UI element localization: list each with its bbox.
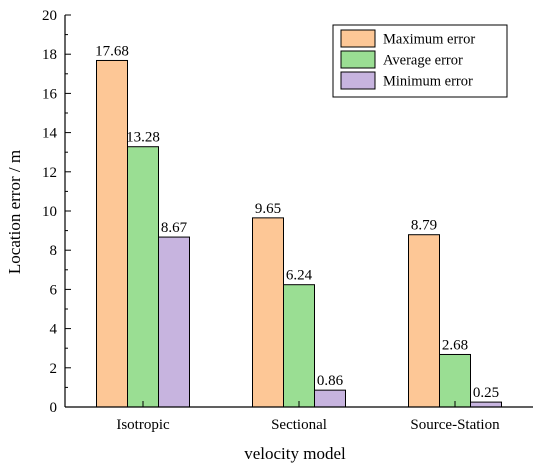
x-tick-label: Sectional	[271, 417, 327, 433]
data-label: 2.68	[442, 337, 468, 353]
legend-swatch	[340, 71, 376, 90]
bar-minimum-error-source-station	[470, 401, 502, 408]
x-tick-label: Source-Station	[410, 417, 500, 433]
legend-label: Maximum error	[383, 32, 475, 48]
bar-average-error-isotropic	[127, 146, 159, 408]
bar-average-error-source-station	[439, 353, 471, 408]
y-tick-label: 0	[50, 400, 58, 416]
data-label: 13.28	[126, 130, 160, 146]
legend-label: Average error	[383, 53, 463, 69]
data-label: 8.67	[161, 220, 188, 236]
x-axis-title: velocity model	[244, 444, 346, 463]
data-labels-layer: 17.68 9.65 8.79 13.28 6.24 2.68 8.67 0.86 0.25	[95, 43, 499, 401]
bar-maximum-error-sectional	[252, 217, 284, 408]
data-label: 6.24	[286, 268, 313, 284]
bars-layer	[96, 59, 502, 408]
y-axis-title: Location error / m	[5, 150, 24, 274]
y-tick-label: 2	[50, 361, 58, 377]
data-label: 8.79	[411, 218, 437, 234]
bar-maximum-error-isotropic	[96, 59, 128, 408]
y-tick-label: 20	[42, 8, 57, 24]
data-label: 0.25	[473, 385, 499, 401]
axes: 0 2 4 6 8 10 12 14 16 18 20 Isotropic Sectional Sourc…	[42, 8, 533, 433]
legend-swatch	[340, 50, 376, 69]
x-tick-label: Isotropic	[116, 417, 170, 433]
y-tick-label: 8	[50, 243, 58, 259]
bar-average-error-sectional	[283, 284, 315, 408]
data-label: 17.68	[95, 43, 129, 59]
legend-label: Minimum error	[383, 74, 473, 90]
y-tick-label: 10	[42, 204, 57, 220]
y-tick-label: 4	[50, 322, 58, 338]
y-tick-label: 18	[42, 47, 57, 63]
y-tick-label: 6	[50, 282, 58, 298]
y-tick-label: 16	[42, 86, 58, 102]
bar-minimum-error-isotropic	[158, 236, 190, 408]
y-tick-label: 14	[42, 126, 58, 142]
legend-swatch	[340, 29, 376, 48]
bar-minimum-error-sectional	[314, 389, 346, 408]
data-label: 9.65	[255, 201, 281, 217]
bar-maximum-error-source-station	[408, 234, 440, 408]
legend: Maximum error Average error Minimum error	[332, 24, 508, 98]
data-label: 0.86	[317, 373, 344, 389]
y-tick-label: 12	[42, 165, 57, 181]
